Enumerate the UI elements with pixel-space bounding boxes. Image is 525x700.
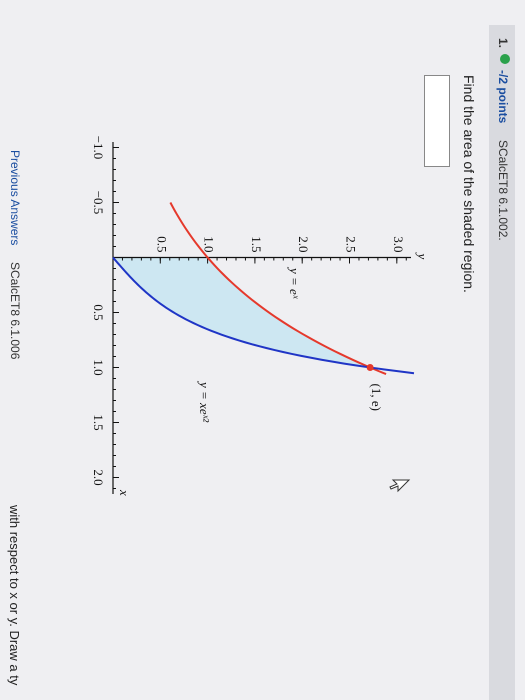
curve-label: y = xeˣ² <box>197 380 212 423</box>
y-tick-label: 3.0 <box>391 236 406 252</box>
curve-xexp <box>112 256 415 375</box>
y-axis-label: y <box>415 252 430 260</box>
footer-source: SCalcET8 6.1.006 <box>8 262 22 360</box>
instruction: with respect to x or y. Draw a ty <box>7 505 22 686</box>
x-tick-label: 0.5 <box>91 304 106 320</box>
x-tick-label: 1.0 <box>91 359 106 375</box>
cursor <box>389 479 411 493</box>
shaded-region <box>113 257 371 368</box>
x-tick-label: 1.5 <box>91 414 106 430</box>
curve-exp <box>169 202 387 376</box>
y-tick-label: 1.5 <box>249 236 264 252</box>
x-axis-label: x <box>117 489 132 496</box>
x-tick-label: −1.0 <box>91 136 106 160</box>
previous-answers[interactable]: Previous Answers <box>8 150 22 246</box>
y-tick-label: 0.5 <box>154 236 169 252</box>
intersection-point <box>366 364 374 371</box>
point-label: (1, e) <box>369 384 384 411</box>
y-tick-label: 2.5 <box>344 236 359 252</box>
x-tick-label: 2.0 <box>91 469 106 485</box>
x-tick-label: −0.5 <box>91 191 106 215</box>
y-tick-label: 2.0 <box>296 236 311 252</box>
y-tick-label: 1.0 <box>202 236 217 252</box>
curve-label: y = eˣ <box>287 266 302 299</box>
